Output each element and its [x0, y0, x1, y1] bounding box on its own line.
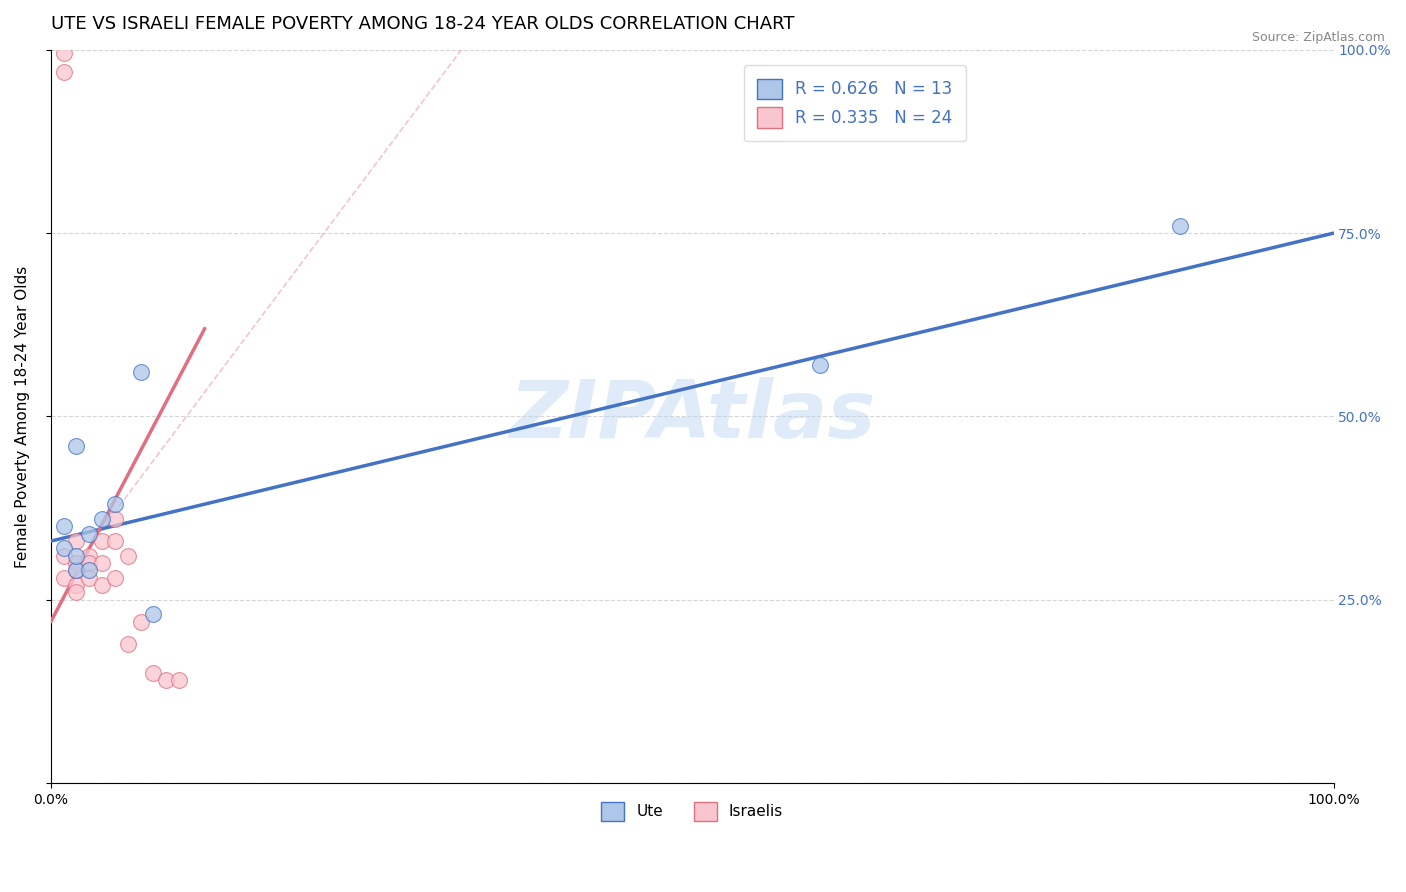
Point	[104, 571, 127, 585]
Point	[79, 571, 101, 585]
Point	[52, 549, 75, 563]
Point	[117, 549, 139, 563]
Point	[79, 563, 101, 577]
Point	[142, 666, 165, 681]
Point	[1168, 219, 1191, 233]
Point	[65, 563, 87, 577]
Point	[91, 556, 114, 570]
Point	[65, 439, 87, 453]
Point	[104, 534, 127, 549]
Point	[52, 541, 75, 556]
Point	[52, 519, 75, 533]
Point	[65, 578, 87, 592]
Point	[65, 585, 87, 599]
Text: Source: ZipAtlas.com: Source: ZipAtlas.com	[1251, 31, 1385, 45]
Point	[79, 526, 101, 541]
Point	[91, 512, 114, 526]
Point	[167, 673, 190, 688]
Point	[91, 578, 114, 592]
Point	[52, 571, 75, 585]
Point	[129, 615, 152, 629]
Text: UTE VS ISRAELI FEMALE POVERTY AMONG 18-24 YEAR OLDS CORRELATION CHART: UTE VS ISRAELI FEMALE POVERTY AMONG 18-2…	[51, 15, 794, 33]
Point	[52, 65, 75, 79]
Point	[810, 358, 832, 372]
Point	[155, 673, 177, 688]
Point	[79, 549, 101, 563]
Point	[104, 497, 127, 511]
Point	[65, 549, 87, 563]
Text: ZIPAtlas: ZIPAtlas	[509, 377, 876, 456]
Point	[129, 366, 152, 380]
Point	[142, 607, 165, 622]
Point	[91, 534, 114, 549]
Point	[52, 46, 75, 61]
Point	[104, 512, 127, 526]
Point	[117, 637, 139, 651]
Legend: Ute, Israelis: Ute, Israelis	[595, 796, 789, 827]
Point	[65, 534, 87, 549]
Y-axis label: Female Poverty Among 18-24 Year Olds: Female Poverty Among 18-24 Year Olds	[15, 265, 30, 567]
Point	[65, 563, 87, 577]
Point	[65, 556, 87, 570]
Point	[79, 556, 101, 570]
